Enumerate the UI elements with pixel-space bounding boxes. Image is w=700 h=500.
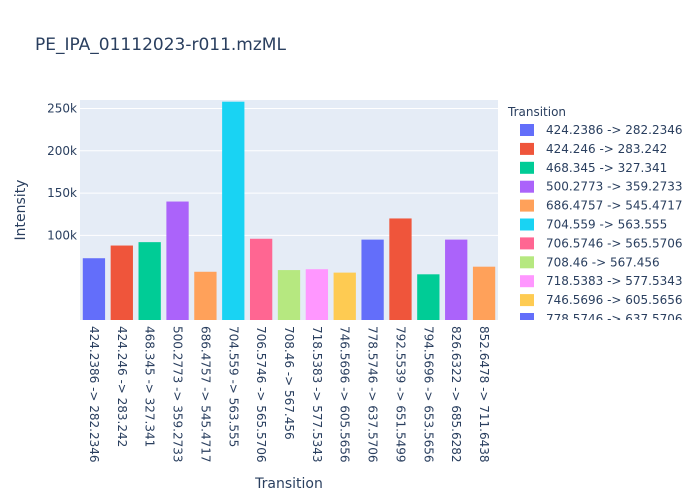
legend-swatch [520, 294, 534, 307]
bar[interactable] [389, 218, 412, 320]
bar[interactable] [277, 270, 301, 320]
legend-swatch [520, 180, 534, 193]
y-axis-title: Intensity [13, 180, 29, 241]
x-tick-label: 424.246 -> 283.242 [115, 326, 129, 447]
legend[interactable]: 424.2386 -> 282.2346 424.246 -> 283.242 46… [520, 123, 683, 402]
legend-item[interactable]: 778.5746 -> 637.5706 [520, 312, 683, 326]
legend-item[interactable]: 424.2386 -> 282.2346 [520, 123, 683, 137]
bar[interactable] [138, 242, 161, 320]
legend-label: 778.5746 -> 637.5706 [546, 312, 683, 326]
x-tick-label: 826.6322 -> 685.6282 [449, 326, 463, 463]
bar[interactable] [472, 266, 496, 320]
bar[interactable] [417, 274, 440, 320]
legend-label: 746.5696 -> 605.5656 [546, 293, 683, 307]
legend-item[interactable]: 704.559 -> 563.555 [520, 218, 667, 232]
bars [82, 101, 496, 320]
y-tick-label: 200k [47, 144, 77, 158]
bar[interactable] [305, 269, 329, 320]
legend-label: 686.4757 -> 545.4717 [546, 199, 683, 213]
legend-item[interactable]: 746.5696 -> 605.5656 [520, 293, 683, 307]
legend-label: 500.2773 -> 359.2733 [546, 180, 683, 194]
bar[interactable] [249, 238, 273, 320]
y-axis-ticks: 100k 150k 200k 250k [47, 101, 77, 242]
y-tick-label: 150k [47, 186, 77, 200]
x-tick-label: 704.559 -> 563.555 [226, 326, 240, 447]
x-axis-ticks: 424.2386 -> 282.2346 424.246 -> 283.242 46… [87, 326, 491, 463]
x-tick-label: 794.5696 -> 653.5656 [421, 326, 435, 463]
legend-swatch [520, 313, 534, 320]
bar[interactable] [445, 239, 468, 320]
legend-label: 794.5696 -> 653.5656 [546, 350, 683, 364]
x-axis-title: Transition [254, 476, 323, 492]
legend-item[interactable]: 706.5746 -> 565.5706 [520, 236, 683, 250]
bar[interactable] [166, 201, 189, 320]
legend-swatch [520, 332, 534, 344]
legend-label: 826.6322 -> 685.6282 [546, 369, 683, 383]
legend-swatch [520, 351, 534, 363]
x-tick-label: 500.2773 -> 359.2733 [171, 326, 185, 463]
legend-label: 706.5746 -> 565.5706 [546, 236, 683, 250]
bar[interactable] [194, 271, 217, 320]
legend-label: 424.2386 -> 282.2346 [546, 123, 683, 137]
x-tick-label: 852.6478 -> 711.6438 [477, 326, 491, 463]
x-tick-label: 468.345 -> 327.341 [143, 326, 157, 447]
legend-item[interactable]: 708.46 -> 567.456 [520, 255, 660, 269]
legend-swatch [520, 124, 534, 136]
x-tick-label: 778.5746 -> 637.5706 [366, 326, 380, 463]
bar[interactable] [110, 245, 133, 320]
legend-swatch [520, 275, 534, 288]
x-tick-label: 706.5746 -> 565.5706 [254, 326, 268, 463]
legend-label: 468.345 -> 327.341 [546, 161, 667, 175]
legend-item[interactable]: 794.5696 -> 653.5656 [520, 350, 683, 364]
legend-swatch [520, 370, 534, 382]
legend-label: 852.6478 -> 711.6438 [546, 388, 683, 402]
legend-label: 708.46 -> 567.456 [546, 255, 660, 269]
legend-swatch [520, 199, 534, 212]
legend-item[interactable]: 852.6478 -> 711.6438 [520, 388, 683, 402]
legend-swatch [520, 161, 534, 174]
x-tick-label: 708.46 -> 567.456 [282, 326, 296, 440]
y-tick-label: 100k [47, 228, 77, 242]
legend-label: 424.246 -> 283.242 [546, 142, 667, 156]
chart-title: PE_IPA_01112023-r011.mzML [35, 35, 286, 55]
y-tick-label: 250k [47, 101, 77, 115]
legend-swatch [520, 389, 534, 401]
legend-swatch [520, 256, 534, 269]
x-tick-label: 792.5539 -> 651.5499 [393, 326, 407, 463]
legend-item[interactable]: 792.5539 -> 651.5499 [520, 331, 683, 345]
legend-item[interactable]: 468.345 -> 327.341 [520, 161, 667, 175]
bar[interactable] [361, 239, 384, 320]
legend-label: 704.559 -> 563.555 [546, 218, 667, 232]
legend-label: 792.5539 -> 651.5499 [546, 331, 683, 345]
x-tick-label: 746.5696 -> 605.5656 [338, 326, 352, 463]
legend-item[interactable]: 718.5383 -> 577.5343 [520, 274, 683, 288]
gridlines [80, 107, 498, 236]
legend-item[interactable]: 686.4757 -> 545.4717 [520, 199, 683, 213]
legend-item[interactable]: 500.2773 -> 359.2733 [520, 180, 683, 194]
bar[interactable] [222, 101, 245, 320]
legend-swatch [520, 218, 534, 231]
legend-swatch [520, 142, 534, 155]
x-tick-label: 718.5383 -> 577.5343 [310, 326, 324, 463]
bar[interactable] [82, 258, 106, 320]
legend-label: 718.5383 -> 577.5343 [546, 274, 683, 288]
x-tick-label: 686.4757 -> 545.4717 [198, 326, 212, 463]
legend-title: Transition [507, 105, 566, 119]
x-tick-label: 424.2386 -> 282.2346 [87, 326, 101, 463]
legend-item[interactable]: 424.246 -> 283.242 [520, 142, 667, 156]
bar[interactable] [333, 272, 356, 320]
legend-swatch [520, 237, 534, 250]
legend-item[interactable]: 826.6322 -> 685.6282 [520, 369, 683, 383]
